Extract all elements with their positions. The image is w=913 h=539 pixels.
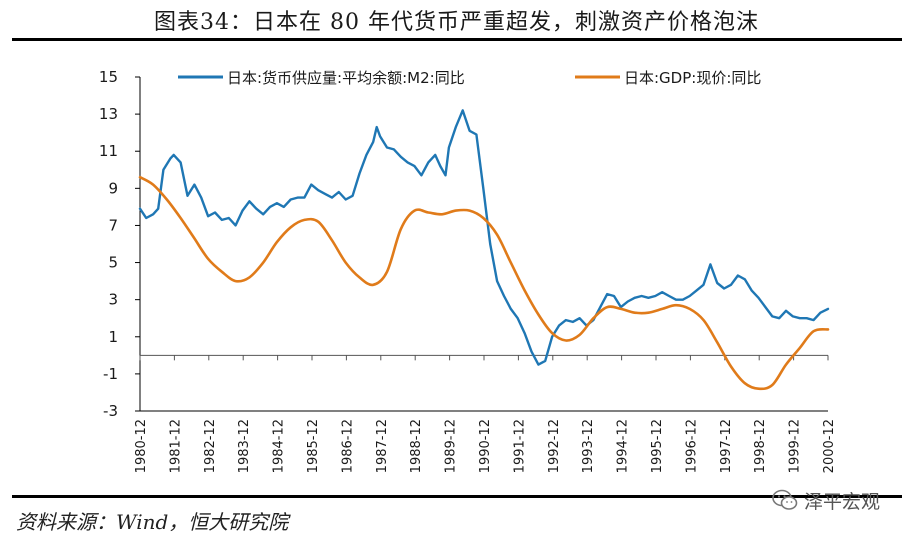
x-tick-label: 1993-12 bbox=[581, 419, 596, 473]
watermark: 泽平宏观 bbox=[772, 486, 880, 514]
y-tick-label: 1 bbox=[108, 328, 118, 346]
legend-label-m2: 日本:货币供应量:平均余额:M2:同比 bbox=[227, 69, 465, 87]
wechat-icon bbox=[772, 489, 798, 510]
x-tick-label: 1982-12 bbox=[203, 419, 218, 473]
x-tick-label: 1997-12 bbox=[719, 419, 734, 473]
x-tick-label: 1998-12 bbox=[753, 419, 768, 473]
x-tick-label: 1994-12 bbox=[616, 419, 631, 473]
y-tick-label: 3 bbox=[108, 291, 118, 309]
x-tick-label: 1992-12 bbox=[547, 419, 562, 473]
x-tick-label: 1984-12 bbox=[272, 419, 287, 473]
legend: 日本:货币供应量:平均余额:M2:同比 日本:GDP:现价:同比 bbox=[178, 69, 761, 87]
y-tick-label: 11 bbox=[99, 142, 118, 160]
x-tick-label: 1980-12 bbox=[134, 419, 149, 473]
gdp-series-line bbox=[138, 175, 830, 391]
x-tick-label: 1999-12 bbox=[788, 419, 803, 473]
series-layer bbox=[138, 109, 830, 391]
x-tick-label: 1983-12 bbox=[237, 419, 252, 473]
y-tick-label: 9 bbox=[108, 179, 118, 197]
x-tick-label: 1986-12 bbox=[340, 419, 355, 473]
y-tick-label: 5 bbox=[108, 254, 118, 272]
legend-label-gdp: 日本:GDP:现价:同比 bbox=[624, 69, 761, 87]
top-rule bbox=[12, 38, 902, 41]
x-tick-label: 1995-12 bbox=[650, 419, 665, 473]
x-tick-label: 1991-12 bbox=[512, 419, 527, 473]
line-chart: 日本:货币供应量:平均余额:M2:同比 日本:GDP:现价:同比 -3-1135… bbox=[99, 68, 837, 473]
x-tick-label: 1990-12 bbox=[478, 419, 493, 473]
x-tick-label: 1988-12 bbox=[409, 419, 424, 473]
y-tick-label: 7 bbox=[108, 216, 118, 234]
x-tick-label: 2000-12 bbox=[822, 419, 837, 473]
source-note: 资料来源：Wind，恒大研究院 bbox=[16, 510, 289, 534]
y-tick-label: -3 bbox=[103, 402, 118, 420]
y-tick-label: 13 bbox=[99, 105, 118, 123]
x-tick-label: 1996-12 bbox=[684, 419, 699, 473]
chart-title: 图表34：日本在 80 年代货币严重超发，刺激资产价格泡沫 bbox=[154, 10, 759, 35]
x-tick-label: 1985-12 bbox=[306, 419, 321, 473]
x-tick-label: 1989-12 bbox=[444, 419, 459, 473]
y-tick-label: 15 bbox=[99, 68, 118, 86]
m2-series-line bbox=[138, 109, 830, 366]
bottom-rule bbox=[12, 495, 902, 498]
y-tick-label: -1 bbox=[103, 365, 118, 383]
watermark-text: 泽平宏观 bbox=[804, 490, 881, 513]
x-tick-label: 1981-12 bbox=[168, 419, 183, 473]
x-tick-label: 1987-12 bbox=[375, 419, 390, 473]
